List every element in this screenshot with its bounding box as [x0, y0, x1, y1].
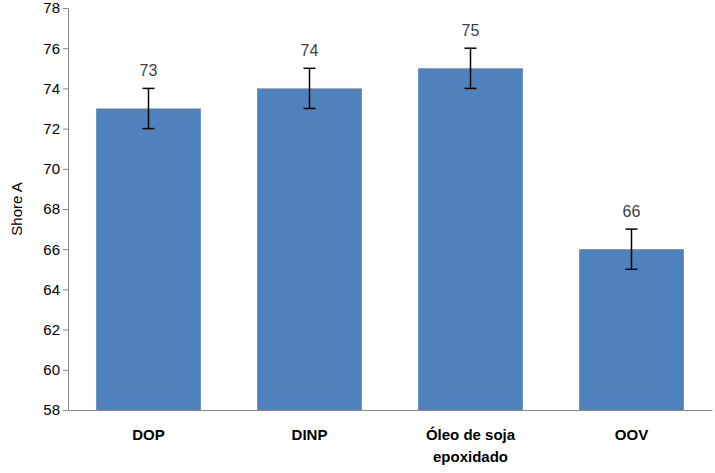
y-tick: 74	[43, 80, 68, 97]
error-bar	[304, 68, 316, 108]
y-tick: 70	[43, 160, 68, 177]
error-stem	[631, 229, 633, 269]
error-stem	[309, 68, 311, 108]
data-label: 66	[623, 203, 641, 220]
x-tick-label: DINP	[292, 426, 328, 443]
error-bar	[465, 48, 477, 88]
y-tick-label: 72	[43, 120, 60, 137]
y-tick-label: 74	[43, 80, 60, 97]
y-tick-label: 78	[43, 0, 60, 16]
y-tick: 62	[43, 321, 68, 338]
y-axis-line	[68, 9, 69, 411]
bar	[418, 68, 523, 410]
y-tick: 66	[43, 241, 68, 258]
y-tick-mark	[63, 249, 68, 250]
y-tick: 72	[43, 120, 68, 137]
y-tick-label: 58	[43, 401, 60, 418]
y-tick: 76	[43, 40, 68, 57]
error-cap	[143, 128, 155, 130]
y-tick-mark	[63, 410, 68, 411]
y-tick-label: 76	[43, 40, 60, 57]
data-label: 73	[140, 62, 158, 79]
y-tick-mark	[63, 330, 68, 331]
error-cap	[626, 228, 638, 230]
x-tick-labels: DOP DINP Óleo de sojaepoxidado OOV	[132, 426, 648, 465]
y-tick-label: 62	[43, 321, 60, 338]
x-axis-line	[69, 410, 713, 411]
y-tick: 78	[43, 0, 68, 16]
error-cap	[465, 88, 477, 90]
y-tick: 64	[43, 281, 68, 298]
data-labels: 73 74 75 66	[140, 22, 641, 220]
bar	[579, 249, 684, 410]
y-tick: 68	[43, 200, 68, 217]
y-tick-label: 70	[43, 160, 60, 177]
y-tick: 60	[43, 361, 68, 378]
error-cap	[304, 68, 316, 70]
chart: 73 74 75 66 58 60 62 64 66 68 70 72 74 76 78 DOP DINP Óle…	[0, 0, 715, 473]
y-axis-title: Shore A	[8, 182, 25, 235]
y-tick-label: 68	[43, 200, 60, 217]
bar	[257, 88, 362, 410]
error-bar	[143, 88, 155, 128]
y-tick-mark	[63, 289, 68, 290]
x-tick-label: OOV	[615, 426, 648, 443]
y-tick-label: 60	[43, 361, 60, 378]
y-tick-mark	[63, 370, 68, 371]
error-stem	[148, 88, 150, 128]
error-stem	[470, 48, 472, 88]
error-cap	[143, 88, 155, 90]
y-tick-mark	[63, 48, 68, 49]
error-cap	[626, 269, 638, 271]
x-tick-label: Óleo de sojaepoxidado	[426, 426, 516, 465]
x-tick-label: DOP	[132, 426, 165, 443]
y-axis: 58 60 62 64 66 68 70 72 74 76 78	[43, 0, 68, 418]
data-label: 74	[301, 42, 319, 59]
error-bar	[626, 229, 638, 269]
error-cap	[304, 108, 316, 110]
y-tick-mark	[63, 129, 68, 130]
y-tick-mark	[63, 8, 68, 9]
y-tick-mark	[63, 169, 68, 170]
y-tick-label: 64	[43, 281, 60, 298]
plot	[96, 48, 684, 410]
y-tick: 58	[43, 401, 68, 418]
error-cap	[465, 47, 477, 49]
y-tick-label: 66	[43, 241, 60, 258]
x-axis	[69, 410, 713, 412]
y-tick-mark	[63, 209, 68, 210]
data-label: 75	[462, 22, 480, 39]
y-tick-mark	[63, 88, 68, 89]
bar	[96, 109, 201, 411]
